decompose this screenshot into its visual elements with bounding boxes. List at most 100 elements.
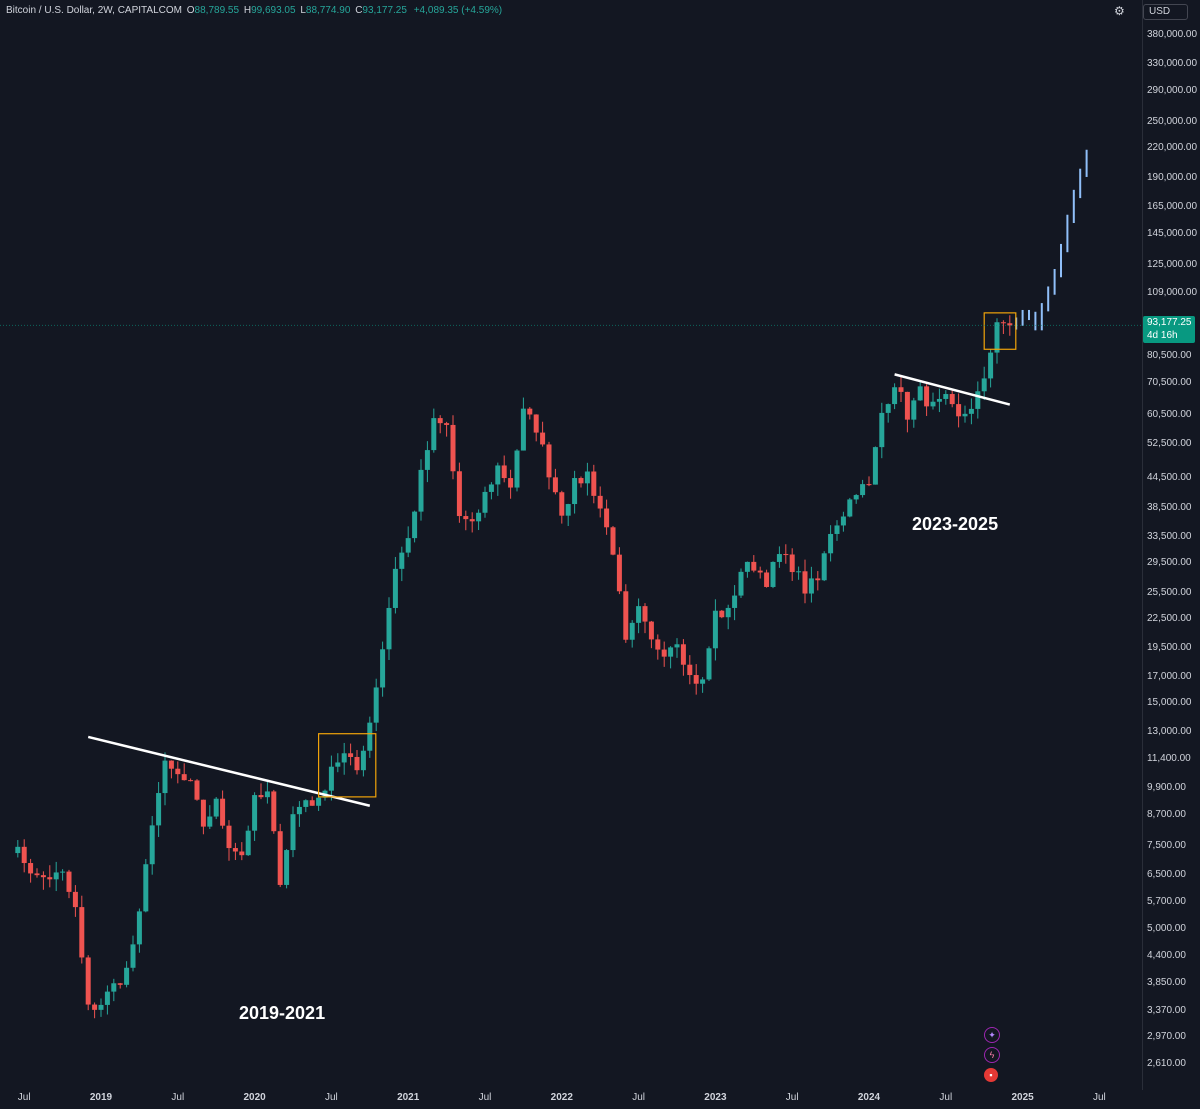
candle-body [904, 391, 910, 420]
candle-body [552, 477, 558, 493]
candle-body [700, 679, 706, 684]
candle-body [213, 798, 219, 817]
last-price-badge: 93,177.25 4d 16h [1143, 316, 1195, 343]
candle-body [604, 508, 610, 528]
last-price-value: 93,177.25 [1147, 317, 1192, 328]
candle-body [610, 527, 616, 555]
candle-body [680, 644, 686, 665]
candle-body [802, 571, 808, 594]
candle-body [994, 322, 1000, 353]
candle-body [520, 408, 526, 451]
candle-body [540, 432, 546, 445]
candle-body [450, 424, 456, 472]
candle-body [661, 649, 667, 657]
price-tick-label: 2,610.00 [1147, 1057, 1186, 1069]
candle-body [508, 478, 514, 488]
candle-body [514, 450, 520, 488]
time-tick-label: Jul [632, 1092, 645, 1103]
price-tick-label: 220,000.00 [1147, 141, 1198, 153]
time-tick-label: 2019 [89, 1092, 113, 1103]
candle-body [956, 404, 962, 417]
candle-body [629, 622, 635, 640]
sparkle-icon[interactable]: ✦ [984, 1027, 1000, 1043]
candle-body [706, 648, 712, 680]
symbol-title[interactable]: Bitcoin / U.S. Dollar, 2W, CAPITALCOM [6, 5, 182, 16]
candle-body [501, 465, 507, 479]
candle-body [34, 873, 40, 876]
candle-body [194, 780, 200, 800]
projection-bar [1085, 149, 1088, 177]
price-tick-label: 70,500.00 [1147, 376, 1192, 388]
time-tick-label: Jul [478, 1092, 492, 1103]
candle-body [360, 750, 366, 771]
projection-bar [1066, 214, 1069, 253]
candle-body [405, 538, 411, 553]
candle-body [258, 795, 264, 798]
currency-selector[interactable]: USD [1143, 4, 1188, 20]
trendline-1 [87, 735, 371, 807]
price-tick-label: 9,900.00 [1147, 782, 1186, 794]
candle-body [725, 607, 731, 618]
candle-body [316, 797, 322, 806]
change-value: +4,089.35 (+4.59%) [413, 5, 503, 16]
candle-body [808, 578, 814, 594]
candle-body [898, 387, 904, 392]
price-axis-border [1142, 0, 1143, 1090]
candle-body [949, 394, 955, 405]
price-tick-label: 38,500.00 [1147, 501, 1192, 513]
candle-body [936, 398, 942, 402]
time-tick-label: 2022 [550, 1092, 573, 1103]
candle-body [79, 907, 85, 958]
candle-body [380, 649, 386, 688]
price-tick-label: 19,500.00 [1147, 642, 1192, 654]
candle-body [482, 491, 488, 513]
candle-body [412, 511, 418, 539]
candle-body [444, 423, 450, 425]
price-tick-label: 60,500.00 [1147, 408, 1192, 420]
candle-body [796, 571, 802, 573]
price-tick-label: 25,500.00 [1147, 586, 1192, 598]
candle-body [815, 578, 821, 581]
candle-body [1000, 322, 1006, 324]
candle-body [143, 864, 149, 912]
candle-body [546, 444, 552, 478]
close-value: 93,177.25 [362, 5, 407, 16]
candle-body [431, 418, 437, 451]
candle-body [828, 533, 834, 554]
time-tick-label: 2023 [704, 1092, 727, 1103]
candle-body [60, 871, 66, 873]
candle-body [264, 791, 270, 798]
price-tick-label: 109,000.00 [1147, 287, 1198, 298]
low-value: 88,774.90 [305, 5, 351, 16]
candle-body [488, 484, 494, 492]
candle-body [290, 814, 296, 851]
projection-bar [1028, 309, 1030, 321]
candle-body [578, 478, 584, 484]
high-label: H [243, 5, 252, 16]
candle-body [456, 471, 462, 517]
candle-body [853, 495, 859, 500]
price-tick-label: 5,000.00 [1147, 923, 1186, 935]
candle-body [616, 554, 622, 592]
candle-body [476, 512, 482, 522]
lightning-icon[interactable]: ϟ [984, 1047, 1000, 1063]
candle-body [1007, 323, 1013, 326]
price-chart-canvas[interactable] [0, 0, 1142, 1090]
candle-body [687, 664, 693, 676]
candle-body [72, 891, 78, 908]
us-flag-icon[interactable]: ▪ [984, 1068, 998, 1082]
highlight-box-1 [318, 733, 377, 798]
price-tick-label: 165,000.00 [1147, 201, 1198, 213]
gear-icon[interactable]: ⚙ [1114, 4, 1125, 18]
price-tick-label: 29,500.00 [1147, 556, 1192, 568]
candle-body [770, 561, 776, 587]
candle-body [15, 846, 21, 854]
candle-body [386, 607, 392, 650]
candle-body [92, 1004, 98, 1010]
candle-body [463, 516, 469, 520]
candle-body [354, 756, 360, 771]
candle-body [252, 795, 258, 831]
candle-body [28, 863, 34, 874]
candle-body [40, 875, 46, 878]
